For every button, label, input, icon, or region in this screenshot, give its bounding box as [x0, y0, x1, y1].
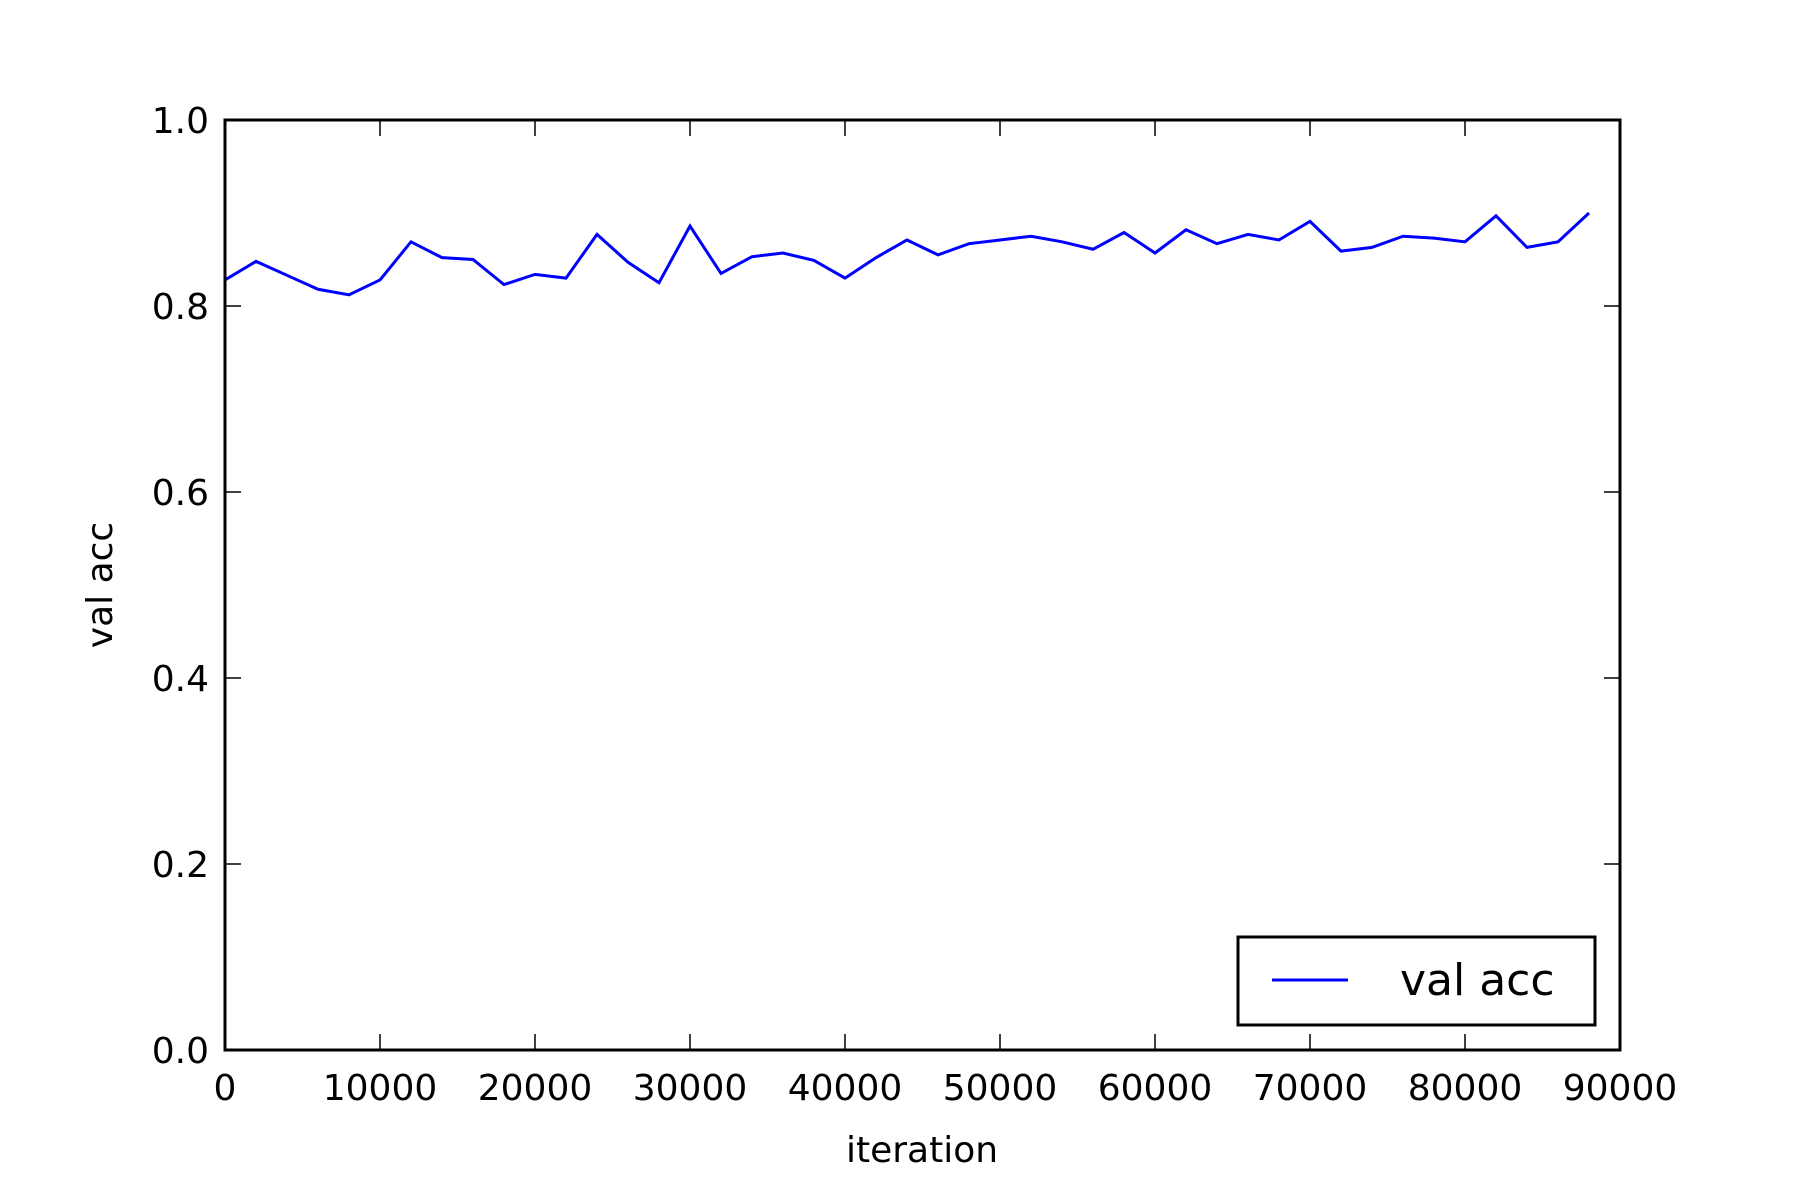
y-tick-label: 0.8	[152, 287, 209, 328]
y-tick-label: 0.2	[152, 845, 209, 886]
x-axis-label: iteration	[846, 1130, 998, 1171]
y-tick-label: 0.0	[152, 1031, 209, 1072]
y-tick-label: 0.6	[152, 473, 209, 514]
x-tick-label: 90000	[1563, 1068, 1678, 1109]
x-tick-label: 30000	[633, 1068, 748, 1109]
legend-label: val acc	[1400, 955, 1555, 1006]
x-tick-label: 60000	[1098, 1068, 1213, 1109]
x-tick-label: 70000	[1253, 1068, 1368, 1109]
y-tick-label: 1.0	[152, 101, 209, 142]
x-tick-label: 20000	[478, 1068, 593, 1109]
y-axis-label: val acc	[80, 522, 121, 648]
y-tick-label: 0.4	[152, 659, 209, 700]
x-tick-label: 10000	[323, 1068, 438, 1109]
tick-labels: 0 10000 20000 30000 40000 50000 60000 70000 8000…	[152, 101, 1678, 1109]
x-tick-label: 0	[214, 1068, 237, 1109]
legend: val acc	[1236, 935, 1597, 1027]
x-tick-label: 40000	[788, 1068, 903, 1109]
plot-frame	[223, 118, 1622, 1052]
x-tick-label: 80000	[1408, 1068, 1523, 1109]
series-layer	[224, 211, 1591, 297]
axis-ticks	[224, 119, 1621, 1051]
plot-area	[225, 120, 1620, 1050]
x-tick-label: 50000	[943, 1068, 1058, 1109]
